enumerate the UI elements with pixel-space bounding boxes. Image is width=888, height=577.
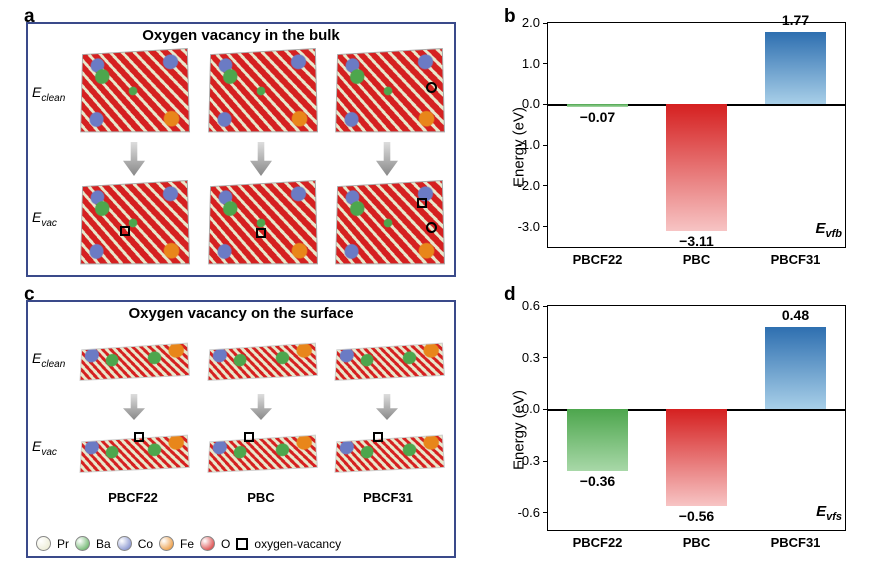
bar-value-label: −0.56 <box>657 508 737 524</box>
legend-label: Fe <box>180 537 194 551</box>
struct-bulk-vac-1 <box>78 182 188 264</box>
bar <box>666 409 727 505</box>
xtick-label: PBCF22 <box>558 252 638 267</box>
bar-value-label: −3.11 <box>657 233 737 249</box>
struct-surf-vac-1 <box>78 422 188 484</box>
row-label-vac-a: Evac <box>32 209 57 229</box>
struct-surf-clean-3 <box>333 330 443 392</box>
ytick-label: -1.0 <box>500 137 540 152</box>
legend-label: Ba <box>96 537 111 551</box>
vacancy-marker-icon <box>134 432 144 442</box>
legend-dot-icon <box>117 536 132 551</box>
row-label-clean-a: Eclean <box>32 84 65 104</box>
vacancy-marker-icon <box>244 432 254 442</box>
chart-d: Energy (eV) -0.6-0.30.00.30.6−0.36PBCF22… <box>485 295 860 565</box>
row-label-vac-c: Evac <box>32 438 57 458</box>
xtick-label: PBCF22 <box>558 535 638 550</box>
arrow-down-icon <box>250 394 272 420</box>
ytick-label: -3.0 <box>500 219 540 234</box>
ytick-label: 0.0 <box>500 401 540 416</box>
chart-b-plot: -3.0-2.0-1.00.01.02.0−0.07PBCF22−3.11PBC… <box>547 22 846 248</box>
ytick-label: 0.0 <box>500 96 540 111</box>
legend-label: O <box>221 537 230 551</box>
legend-dot-icon <box>36 536 51 551</box>
legend-label: Co <box>138 537 153 551</box>
struct-surf-clean-1 <box>78 330 188 392</box>
ytick-label: -0.6 <box>500 505 540 520</box>
legend-vacancy-icon <box>236 538 248 550</box>
chart-b-energy-label: Evfb <box>815 220 842 240</box>
struct-bulk-clean-2 <box>206 50 316 132</box>
struct-surf-vac-2 <box>206 422 316 484</box>
vacancy-marker-icon <box>373 432 383 442</box>
chart-d-energy-label: Evfs <box>816 503 842 523</box>
vacancy-marker-icon <box>120 226 130 236</box>
chart-d-plot: -0.6-0.30.00.30.6−0.36PBCF22−0.56PBC0.48… <box>547 305 846 531</box>
legend-dot-icon <box>159 536 174 551</box>
bar-value-label: 0.48 <box>756 307 836 323</box>
arrow-down-icon <box>123 142 145 176</box>
vacancy-marker-icon <box>256 228 266 238</box>
ytick-label: 0.6 <box>500 298 540 313</box>
row-label-clean-c: Eclean <box>32 350 65 370</box>
legend: Pr Ba Co Fe Ooxygen-vacancy <box>36 536 341 551</box>
legend-label: Pr <box>57 537 69 551</box>
col-label-3: PBCF31 <box>333 490 443 505</box>
ytick-label: 0.3 <box>500 350 540 365</box>
struct-bulk-clean-3 <box>333 50 443 132</box>
struct-surf-clean-2 <box>206 330 316 392</box>
legend-dot-icon <box>75 536 90 551</box>
arrow-down-icon <box>250 142 272 176</box>
bar <box>567 104 628 107</box>
bar <box>567 409 628 471</box>
col-label-2: PBC <box>206 490 316 505</box>
xtick-label: PBCF31 <box>756 252 836 267</box>
bar <box>765 32 826 104</box>
panel-a-title: Oxygen vacancy in the bulk <box>28 27 454 44</box>
xtick-label: PBCF31 <box>756 535 836 550</box>
col-label-1: PBCF22 <box>78 490 188 505</box>
struct-surf-vac-3 <box>333 422 443 484</box>
ytick-label: -2.0 <box>500 178 540 193</box>
legend-dot-icon <box>200 536 215 551</box>
bar <box>765 327 826 410</box>
chart-b: Energy (eV) -3.0-2.0-1.00.01.02.0−0.07PB… <box>485 12 860 282</box>
ytick-label: 2.0 <box>500 15 540 30</box>
panel-a: Oxygen vacancy in the bulk Eclean Evac <box>26 22 456 277</box>
figure: a Oxygen vacancy in the bulk Eclean Evac <box>0 0 888 577</box>
panel-c-title: Oxygen vacancy on the surface <box>28 305 454 322</box>
bar-value-label: −0.07 <box>558 109 638 125</box>
xtick-label: PBC <box>657 535 737 550</box>
panel-c: Oxygen vacancy on the surface Eclean Eva… <box>26 300 456 558</box>
struct-bulk-clean-1 <box>78 50 188 132</box>
arrow-down-icon <box>376 142 398 176</box>
legend-label: oxygen-vacancy <box>254 537 341 551</box>
bar <box>666 104 727 231</box>
arrow-down-icon <box>376 394 398 420</box>
ytick-label: 1.0 <box>500 56 540 71</box>
marker-icon <box>426 222 437 233</box>
ytick-label: -0.3 <box>500 453 540 468</box>
bar-value-label: 1.77 <box>756 12 836 28</box>
marker-icon <box>426 82 437 93</box>
arrow-down-icon <box>123 394 145 420</box>
struct-bulk-vac-2 <box>206 182 316 264</box>
vacancy-marker-icon <box>417 198 427 208</box>
bar-value-label: −0.36 <box>558 473 638 489</box>
xtick-label: PBC <box>657 252 737 267</box>
struct-bulk-vac-3 <box>333 182 443 264</box>
